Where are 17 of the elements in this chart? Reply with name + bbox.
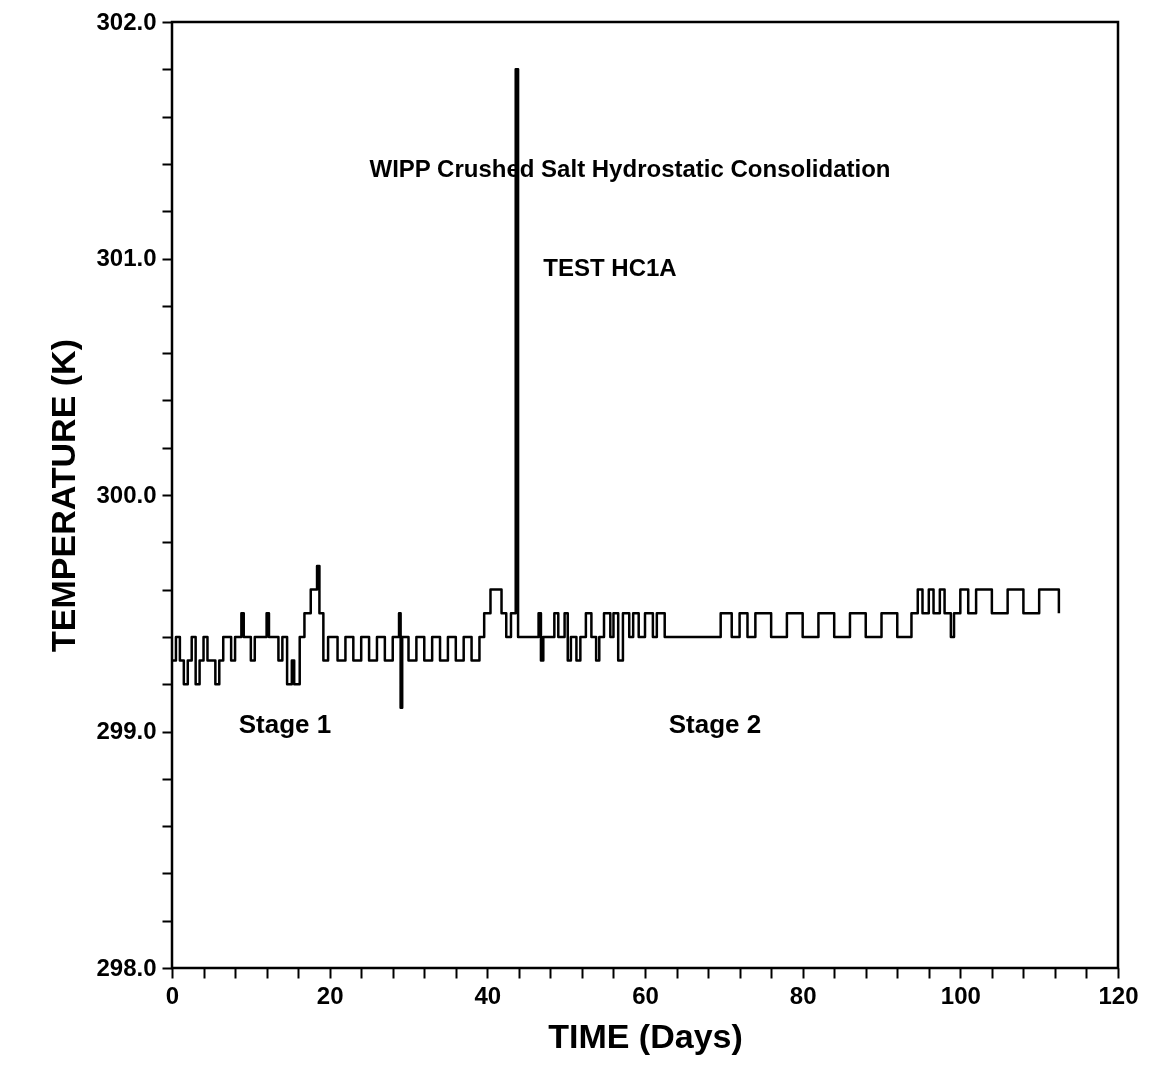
x-tick-label: 40 <box>474 981 502 1009</box>
x-tick-label: 0 <box>165 981 180 1009</box>
y-tick-label: 298.0 <box>96 953 157 981</box>
y-tick-label: 302.0 <box>96 7 157 35</box>
y-tick-label: 300.0 <box>96 480 157 508</box>
x-tick-label: 20 <box>316 981 344 1009</box>
annotation: Stage 2 <box>668 709 762 739</box>
x-tick-label: 120 <box>1098 981 1139 1009</box>
x-tick-label: 60 <box>632 981 659 1009</box>
annotation: Stage 1 <box>238 709 332 739</box>
y-axis-title: TEMPERATURE (K) <box>44 339 83 652</box>
y-tick-label: 299.0 <box>96 717 157 744</box>
x-tick-label: 100 <box>940 981 981 1009</box>
x-axis-title: TIME (Days) <box>548 1016 743 1055</box>
x-tick-label: 80 <box>789 981 817 1009</box>
y-tick-label: 301.0 <box>96 244 157 271</box>
text: TEST HC1A <box>543 254 677 281</box>
